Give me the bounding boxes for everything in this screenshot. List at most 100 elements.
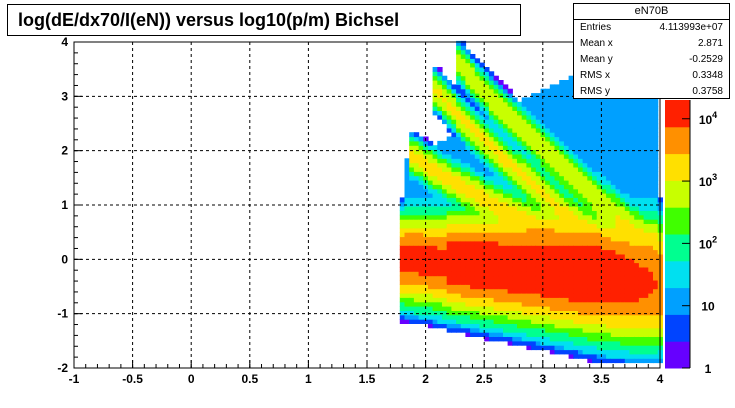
heatmap-cell xyxy=(554,180,560,185)
heatmap-cell xyxy=(498,336,504,342)
heatmap-cell xyxy=(479,119,485,125)
heatmap-cell xyxy=(456,327,462,333)
heatmap-cell xyxy=(493,314,499,320)
heatmap-cell xyxy=(582,266,588,272)
heatmap-cell xyxy=(423,223,429,229)
heatmap-cell xyxy=(620,336,626,342)
heatmap-cell xyxy=(638,153,645,159)
heatmap-cell xyxy=(563,284,570,290)
heatmap-cell xyxy=(634,145,640,151)
heatmap-cell xyxy=(559,249,565,255)
heatmap-cell xyxy=(470,136,476,142)
heatmap-cell xyxy=(643,188,649,194)
stats-box: eN70B Entries 4.113993e+07 Mean x 2.871 … xyxy=(573,3,730,99)
heatmap-cell xyxy=(470,127,476,133)
heatmap-cell xyxy=(531,193,537,198)
heatmap-cell xyxy=(493,227,499,233)
heatmap-cell xyxy=(573,288,579,294)
heatmap-cell xyxy=(442,162,448,168)
heatmap-cell xyxy=(563,327,570,333)
heatmap-cell xyxy=(573,327,579,333)
heatmap-cell xyxy=(521,219,527,224)
heatmap-cell xyxy=(503,188,509,194)
heatmap-cell xyxy=(432,145,438,151)
heatmap-cell xyxy=(554,301,560,307)
heatmap-cell xyxy=(427,149,434,155)
heatmap-cell xyxy=(493,249,499,255)
heatmap-cell xyxy=(521,110,527,116)
heatmap-cell xyxy=(549,114,556,120)
heatmap-cell xyxy=(573,184,579,190)
heatmap-cell xyxy=(629,188,635,194)
heatmap-cell xyxy=(582,214,588,220)
heatmap-cell xyxy=(648,358,654,364)
heatmap-cell xyxy=(610,349,617,355)
heatmap-cell xyxy=(615,193,621,198)
heatmap-cell xyxy=(554,132,560,138)
heatmap-cell xyxy=(465,310,471,316)
heatmap-cell xyxy=(601,297,607,303)
heatmap-cell xyxy=(624,201,631,207)
heatmap-cell xyxy=(615,349,621,355)
heatmap-cell xyxy=(413,297,420,303)
heatmap-cell xyxy=(507,162,513,168)
heatmap-cell xyxy=(535,210,542,216)
heatmap-cell xyxy=(479,240,485,246)
heatmap-cell xyxy=(563,288,570,294)
heatmap-cell xyxy=(460,245,467,251)
heatmap-cell xyxy=(549,140,556,146)
heatmap-cell xyxy=(488,323,495,329)
heatmap-cell xyxy=(587,236,593,242)
heatmap-cell xyxy=(479,280,485,285)
heatmap-cell xyxy=(488,80,495,85)
heatmap-cell xyxy=(535,188,542,194)
heatmap-cell xyxy=(563,275,570,281)
heatmap-cell xyxy=(535,240,542,246)
heatmap-cell xyxy=(601,106,607,111)
heatmap-cell xyxy=(446,240,452,246)
heatmap-cell xyxy=(521,301,527,307)
heatmap-cell xyxy=(653,297,659,303)
heatmap-cell xyxy=(610,219,617,224)
heatmap-cell xyxy=(610,306,617,311)
heatmap-cell xyxy=(643,97,649,103)
heatmap-cell xyxy=(610,197,617,203)
heatmap-cell xyxy=(582,236,588,242)
heatmap-cell xyxy=(427,297,434,303)
heatmap-cell xyxy=(503,306,509,311)
heatmap-cell xyxy=(629,232,635,238)
heatmap-cell xyxy=(498,80,504,85)
heatmap-cell xyxy=(610,184,617,190)
heatmap-cell xyxy=(629,245,635,251)
heatmap-cell xyxy=(456,197,462,203)
heatmap-cell xyxy=(624,180,631,185)
heatmap-cell xyxy=(596,145,602,151)
heatmap-cell xyxy=(545,345,551,351)
heatmap-cell xyxy=(535,206,542,211)
heatmap-cell xyxy=(488,93,495,98)
heatmap-cell xyxy=(423,219,429,224)
heatmap-cell xyxy=(432,319,438,324)
heatmap-cell xyxy=(437,236,443,242)
heatmap-cell xyxy=(578,323,584,329)
heatmap-cell xyxy=(531,232,537,238)
heatmap-cell xyxy=(507,180,513,185)
heatmap-cell xyxy=(446,306,452,311)
heatmap-cell xyxy=(418,158,424,164)
heatmap-cell xyxy=(573,175,579,181)
heatmap-cell xyxy=(446,258,452,264)
heatmap-cell xyxy=(582,293,588,298)
heatmap-cell xyxy=(470,93,476,98)
heatmap-cell xyxy=(442,227,448,233)
heatmap-cell xyxy=(549,206,556,211)
heatmap-cell xyxy=(474,297,481,303)
heatmap-cell xyxy=(568,223,574,229)
heatmap-cell xyxy=(615,201,621,207)
heatmap-cell xyxy=(526,293,532,298)
heatmap-cell xyxy=(413,227,420,233)
heatmap-cell xyxy=(638,232,645,238)
heatmap-cell xyxy=(409,319,415,324)
heatmap-cell xyxy=(624,245,631,251)
heatmap-cell xyxy=(610,158,617,164)
heatmap-cell xyxy=(554,188,560,194)
